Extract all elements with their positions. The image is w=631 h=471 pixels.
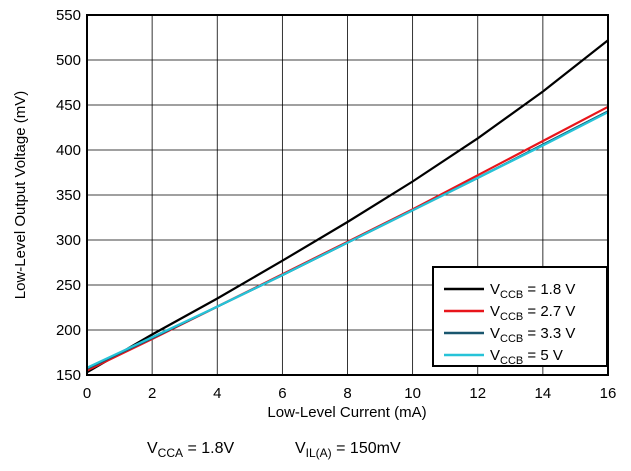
legend-label: VCCB = 3.3 V (490, 325, 575, 345)
tick-labels: 0 2 4 6 8 10 12 14 16 150 200 250 300 350 400 450 500 550 (56, 7, 616, 402)
grid (87, 15, 608, 375)
legend-label: VCCB = 1.8 V (490, 281, 575, 301)
plot-lines (86, 39, 609, 374)
y-axis-title: Low-Level Output Voltage (mV) (12, 91, 29, 299)
y-tick-label: 300 (56, 232, 81, 249)
condition-label: VCCA = 1.8V (147, 440, 234, 460)
legend-label: VCCB = 2.7 V (490, 303, 575, 323)
y-tick-label: 150 (56, 367, 81, 384)
x-axis-title: Low-Level Current (mA) (267, 404, 426, 421)
x-tick-label: 16 (600, 385, 617, 402)
x-tick-label: 2 (148, 385, 156, 402)
x-tick-label: 0 (83, 385, 91, 402)
x-tick-label: 4 (213, 385, 221, 402)
condition-label: VIL(A) = 150mV (295, 440, 401, 460)
x-tick-label: 10 (404, 385, 421, 402)
y-tick-label: 350 (56, 187, 81, 204)
y-tick-label: 400 (56, 142, 81, 159)
x-tick-label: 6 (278, 385, 286, 402)
plot-frame (86, 14, 609, 376)
legend-label: VCCB = 5 V (490, 347, 563, 367)
y-tick-label: 200 (56, 322, 81, 339)
x-tick-label: 14 (535, 385, 552, 402)
y-tick-label: 250 (56, 277, 81, 294)
x-tick-label: 12 (469, 385, 486, 402)
legend-box (432, 266, 608, 367)
y-tick-label: 450 (56, 97, 81, 114)
series-line-1 (86, 39, 609, 374)
y-tick-label: 550 (56, 7, 81, 24)
x-tick-label: 8 (343, 385, 351, 402)
series-line-4 (86, 111, 609, 369)
test-conditions: VCCA = 1.8V VIL(A) = 150mV (147, 440, 401, 460)
y-tick-label: 500 (56, 52, 81, 69)
